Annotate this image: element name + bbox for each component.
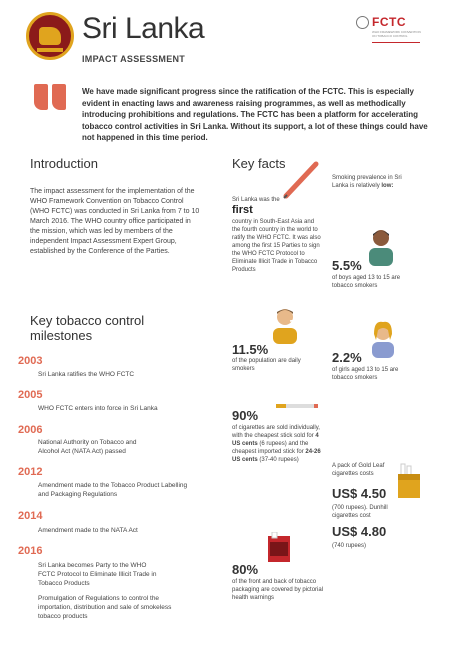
health-warning-pack-icon [268, 532, 290, 562]
boys-percent: 5.5% [332, 258, 362, 273]
cigarette-pack-icon [398, 463, 420, 498]
warning-percent: 80% [232, 562, 259, 577]
page-subtitle: IMPACT ASSESSMENT [82, 54, 186, 64]
sri-lanka-emblem-icon [26, 12, 74, 60]
milestone-text: Sri Lanka ratifies the WHO FCTC [38, 371, 135, 378]
prevalence-text: Smoking prevalence in Sri Lanka is relat… [332, 175, 402, 189]
price-dunhill: US$ 4.80 [332, 524, 387, 539]
intro-quote: We have made significant progress since … [82, 87, 428, 142]
price-intro: A pack of Gold Leaf cigarettes costs [332, 463, 385, 477]
introduction-heading: Introduction [30, 156, 98, 171]
girls-percent: 2.2% [332, 350, 362, 365]
price-gold-leaf-rupees: (700 rupees). Dunhill cigarettes cost [332, 505, 388, 519]
adult-smoker-icon [273, 309, 299, 344]
pen-icon [283, 161, 319, 199]
milestone-text: Promulgation of Regulations to control t… [38, 595, 172, 620]
quote-icon [34, 84, 68, 114]
milestone-text: Amendment made to the Tobacco Product La… [38, 482, 188, 498]
warning-text: of the front and back of tobacco packagi… [232, 579, 324, 601]
milestone-text: Sri Lanka becomes Party to the WHO FCTC … [38, 562, 157, 587]
girl-icon [372, 321, 394, 358]
milestones-heading-line1: Key tobacco control [30, 313, 145, 328]
cigarette-icon [276, 404, 318, 408]
girls-text: of girls aged 13 to 15 are tobacco smoke… [332, 367, 399, 381]
who-globe-icon [356, 16, 369, 29]
milestone-year: 2006 [18, 424, 43, 436]
milestone-year: 2003 [18, 355, 43, 367]
single-stick-percent: 90% [232, 408, 259, 423]
first-word: first [232, 204, 253, 216]
milestone-text: Amendment made to the NATA Act [38, 527, 138, 534]
milestone-year: 2005 [18, 389, 43, 401]
key-facts-heading: Key facts [232, 156, 286, 171]
milestones-heading-line2: milestones [30, 328, 93, 343]
milestone-year: 2014 [18, 510, 43, 522]
milestone-year: 2012 [18, 466, 43, 478]
milestone-year: 2016 [18, 545, 43, 557]
introduction-text: The impact assessment for the implementa… [30, 188, 200, 255]
milestone-text: National Authority on Tobacco and Alcoho… [38, 439, 137, 455]
first-pre-text: Sri Lanka was the [232, 197, 280, 203]
first-country-text: country in South-East Asia and the fourt… [232, 219, 321, 273]
milestone-text: WHO FCTC enters into force in Sri Lanka [38, 405, 158, 412]
single-stick-text: of cigarettes are sold individually, wit… [232, 425, 321, 463]
price-gold-leaf: US$ 4.50 [332, 486, 387, 501]
boy-icon [369, 230, 393, 266]
page-title: Sri Lanka [82, 12, 205, 45]
who-fctc-logo: FCTC WHO FRAMEWORK CONVENTION ON TOBACCO… [356, 15, 426, 50]
price-dunhill-rupees: (740 rupees) [332, 543, 367, 549]
page-header: Sri Lanka IMPACT ASSESSMENT FCTC WHO FRA… [0, 0, 451, 70]
boys-text: of boys aged 13 to 15 are tobacco smoker… [332, 275, 401, 289]
population-text: of the population are daily smokers [232, 358, 301, 372]
population-percent: 11.5% [232, 342, 269, 357]
